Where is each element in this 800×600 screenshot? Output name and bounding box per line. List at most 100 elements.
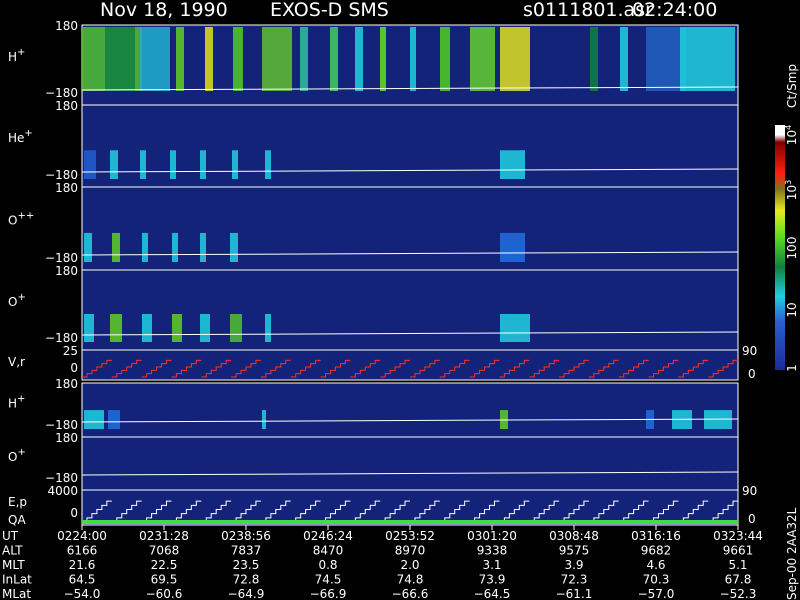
spectrogram-patch [680,27,735,91]
panel-label-text: He [8,131,24,145]
y2-tick-label: 90 [742,344,757,358]
spectrogram-patch [500,314,530,342]
spectrogram-patch [646,27,686,91]
spectrogram-patch [410,27,416,91]
panel-label-text: H [8,396,17,410]
colorbar-tick-base: 10 [785,302,799,317]
y-tick-label: 180 [55,431,78,445]
spectrogram-patch [590,27,598,91]
spectrogram-patch [84,150,96,179]
y-tick-label: −180 [45,86,78,100]
spectrogram-patch [230,232,238,262]
y-tick-label: −180 [45,251,78,265]
panel-label-sup: + [24,128,32,139]
y-tick-label: −180 [45,168,78,182]
cell: 8970 [395,544,426,558]
cell: 21.6 [69,558,96,572]
cell: 23.5 [233,558,260,572]
panel-label-sup: + [17,393,25,404]
colorbar-tick-base: 100 [785,237,799,260]
spectrogram-patch [110,314,122,342]
y-tick-label: 25 [63,344,78,358]
y-tick-label: 180 [55,264,78,278]
cell: 69.5 [151,573,178,587]
spectrogram-patch [140,27,170,91]
spectrogram-patch [108,410,120,429]
cell: 0253:52 [385,529,435,543]
panel-label: O++ [8,210,34,227]
spectrogram-patch [142,232,148,262]
spectrogram-patch [172,232,178,262]
y-tick-label: 0 [70,506,78,520]
panel-label-text: O [8,213,17,227]
spectrogram-patch [112,232,120,262]
panel-label-text: H [8,50,17,64]
panel-label-text: V,r [8,355,25,369]
row-label: ALT [2,544,23,558]
colorbar-tick-base: 1 [785,364,799,372]
spectrogram-patch [205,27,213,91]
cell: 0323:44 [713,529,763,543]
row-label: MLT [2,558,25,572]
panel-label-text: O [8,450,17,464]
cell: 67.8 [725,573,752,587]
cell: 0246:24 [303,529,353,543]
cell: 0316:16 [631,529,681,543]
spectrogram-patch [176,27,184,91]
panel-background [81,349,739,381]
instrument: EXOS-D SMS [270,0,389,21]
time: 02:24:00 [632,0,717,21]
cell: 7068 [149,544,180,558]
cell: −57.0 [638,587,675,600]
cell: 5.1 [728,558,747,572]
panel-label-sup: + [17,292,25,303]
date: Nov 18, 1990 [100,0,228,21]
cell: −66.9 [310,587,347,600]
trace-line [81,168,739,173]
spectrogram-patch [262,410,266,429]
cell: 73.9 [479,573,506,587]
cell: −64.9 [228,587,265,600]
spectrogram-patch [470,27,495,91]
spectrogram-patch [230,314,242,342]
y-tick-label: 180 [55,99,78,113]
spectrogram-patch [330,27,338,91]
panel-background [81,104,739,188]
spectrogram-patch [110,150,118,179]
spectrogram-patch [232,150,238,179]
cell: 4.6 [646,558,665,572]
qa-bar [82,520,738,524]
spectrogram-patch [265,150,271,179]
row-label: MLat [2,587,31,600]
trace-line [81,331,739,336]
colorbar-tick-exp: 4 [784,125,793,130]
spectrogram-patch [84,410,104,429]
colorbar-tick-label: 1 [785,364,799,372]
spectrogram-patch [500,27,530,91]
y-tick-label: 180 [55,19,78,33]
cell: 22.5 [151,558,178,572]
row-label: UT [2,529,19,543]
cell: 74.5 [315,573,342,587]
trace-line [81,471,739,476]
cell: −60.6 [146,587,183,600]
cell: 74.8 [397,573,424,587]
cell: 9338 [477,544,508,558]
y-tick-label: 0 [70,361,78,375]
spectrogram-patch [84,232,92,262]
cell: 0231:28 [139,529,189,543]
panel-background [81,269,739,351]
panel-background [81,489,739,526]
panel-label: H+ [8,47,25,64]
spectrogram-patch [200,232,206,262]
staircase [82,359,738,378]
spectrogram-patch [140,150,146,179]
cell: −66.6 [392,587,429,600]
colorbar-tick-base: 10 [785,185,799,200]
spectrogram-patch [265,314,271,342]
spectrogram-patch [500,150,525,179]
cell: 0224:00 [57,529,107,543]
cell: −64.5 [474,587,511,600]
cell: −52.3 [720,587,757,600]
